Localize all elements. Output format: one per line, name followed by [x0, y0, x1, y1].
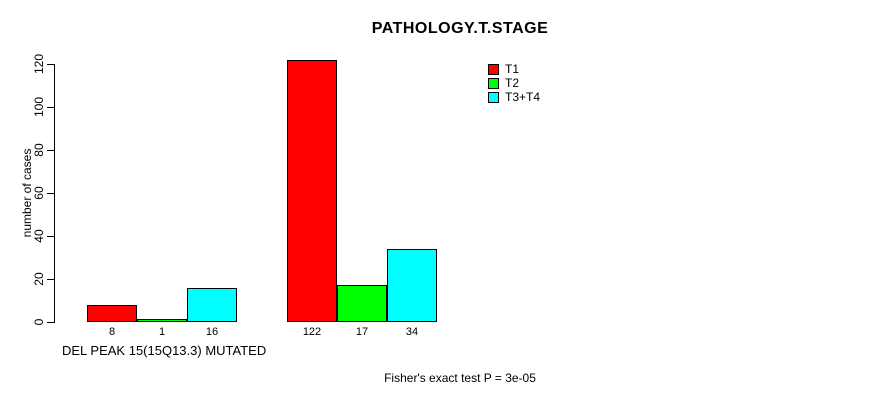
x-axis-label: DEL PEAK 15(15Q13.3) MUTATED — [62, 343, 267, 358]
bar-t2-group1 — [137, 319, 187, 322]
legend-swatch-icon — [488, 91, 499, 103]
legend-swatch-icon — [488, 63, 499, 75]
bar-value-label: 8 — [108, 326, 116, 338]
legend-item-t3-t4: T3+T4 — [488, 91, 540, 103]
y-tick-mark — [47, 150, 55, 151]
legend-item-t1: T1 — [488, 63, 540, 75]
y-tick-label: 40 — [32, 229, 46, 243]
chart-title: PATHOLOGY.T.STAGE — [371, 20, 549, 37]
legend-label: T2 — [505, 76, 520, 90]
bar-t3-t4-group1 — [187, 288, 237, 322]
bar-value-label: 122 — [302, 326, 322, 338]
bar-value-label: 16 — [205, 326, 219, 338]
y-tick-mark — [47, 322, 55, 323]
y-tick-label: 120 — [32, 53, 46, 75]
bar-t1-group1 — [87, 305, 137, 322]
y-tick-label: 60 — [32, 186, 46, 200]
y-tick-mark — [47, 64, 55, 65]
bar-value-label: 17 — [355, 326, 369, 338]
y-tick-mark — [47, 193, 55, 194]
bar-t2-group2 — [337, 285, 387, 322]
footnote: Fisher's exact test P = 3e-05 — [384, 371, 536, 385]
bar-t1-group2 — [287, 60, 337, 322]
y-tick-mark — [47, 279, 55, 280]
legend-item-t2: T2 — [488, 77, 540, 89]
y-tick-mark — [47, 107, 55, 108]
y-tick-mark — [47, 236, 55, 237]
bar-value-label: 34 — [405, 326, 419, 338]
legend-swatch-icon — [488, 77, 499, 89]
legend: T1 T2 T3+T4 — [488, 63, 540, 105]
y-tick-label: 80 — [32, 143, 46, 157]
bar-value-label: 1 — [158, 326, 166, 338]
y-tick-label: 0 — [32, 318, 46, 326]
legend-label: T1 — [505, 62, 520, 76]
y-tick-label: 20 — [32, 272, 46, 286]
bar-t3-t4-group2 — [387, 249, 437, 322]
y-tick-label: 100 — [32, 96, 46, 118]
legend-label: T3+T4 — [505, 90, 541, 104]
